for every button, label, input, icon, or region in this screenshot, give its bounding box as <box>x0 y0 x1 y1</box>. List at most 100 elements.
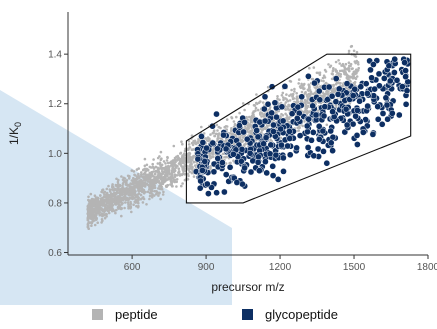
peptide-point <box>337 59 340 62</box>
peptide-point <box>349 62 353 66</box>
peptide-point <box>188 146 191 149</box>
peptide-point <box>329 64 333 68</box>
peptide-point <box>229 129 233 133</box>
peptide-point <box>160 157 163 160</box>
peptide-point <box>93 200 96 203</box>
peptide-point <box>125 183 129 187</box>
peptide-point <box>109 204 112 208</box>
peptide-point <box>243 108 246 112</box>
glycopeptide-point <box>316 96 324 104</box>
glycopeptide-point <box>270 121 277 129</box>
peptide-point <box>133 188 136 191</box>
glycopeptide-point <box>343 121 351 129</box>
glycopeptide-point <box>196 184 204 192</box>
peptide-point <box>304 90 307 94</box>
peptide-point <box>357 66 361 70</box>
glycopeptide-point <box>241 164 248 172</box>
peptide-point <box>129 192 132 196</box>
peptide-point <box>159 197 162 201</box>
peptide-point <box>97 208 101 212</box>
peptide-point <box>105 193 108 196</box>
peptide-point <box>299 86 303 90</box>
peptide-point <box>332 89 336 92</box>
glycopeptide-point <box>379 110 387 117</box>
glycopeptide-point <box>388 109 396 117</box>
glycopeptide-point <box>213 189 220 197</box>
peptide-point <box>180 155 184 159</box>
peptide-point <box>89 217 92 220</box>
peptide-point <box>137 172 140 176</box>
peptide-point <box>93 223 97 227</box>
glycopeptide-point <box>349 120 357 128</box>
peptide-point <box>347 61 351 64</box>
peptide-point <box>286 105 289 109</box>
peptide-point <box>123 206 126 210</box>
peptide-point <box>127 207 130 210</box>
glycopeptide-point <box>308 136 315 144</box>
peptide-point <box>321 76 325 80</box>
glycopeptide-point <box>353 132 361 139</box>
peptide-point <box>130 169 134 172</box>
peptide-point <box>164 184 168 188</box>
glycopeptide-point <box>194 155 202 163</box>
peptide-point <box>308 66 311 70</box>
peptide-point <box>105 213 108 216</box>
glycopeptide-point <box>298 93 306 101</box>
glycopeptide-point <box>198 133 205 140</box>
peptide-point <box>116 196 119 199</box>
glycopeptide-point <box>362 80 370 88</box>
peptide-point <box>87 213 91 216</box>
peptide-point <box>133 190 136 193</box>
y-axis-ticks: 0.6 0.8 1.0 1.2 1.4 <box>48 50 68 259</box>
glycopeptide-point <box>199 167 206 174</box>
peptide-point <box>349 75 352 79</box>
peptide-point <box>190 148 194 151</box>
peptide-point <box>175 185 178 188</box>
y-tick-label: 0.6 <box>48 248 62 259</box>
peptide-point <box>114 198 117 201</box>
peptide-point <box>166 156 169 160</box>
peptide-point <box>143 157 147 161</box>
peptide-point <box>308 84 311 88</box>
y-tick-label: 1.0 <box>48 149 62 160</box>
peptide-point <box>215 123 219 127</box>
peptide-point <box>252 113 255 116</box>
legend-label-peptide: peptide <box>115 307 158 322</box>
peptide-point <box>259 113 262 116</box>
glycopeptide-point <box>371 85 378 93</box>
glycopeptide-point <box>260 140 267 148</box>
peptide-point <box>221 152 225 156</box>
glycopeptide-point <box>280 168 287 175</box>
peptide-point <box>103 210 106 213</box>
glycopeptide-point <box>370 61 377 68</box>
glycopeptide-point <box>364 102 371 110</box>
peptide-point <box>107 200 111 204</box>
peptide-point <box>319 94 323 98</box>
glycopeptide-point <box>332 75 340 82</box>
peptide-point <box>153 184 156 188</box>
peptide-point <box>175 155 178 159</box>
glycopeptide-point <box>293 115 301 122</box>
glycopeptide-point <box>385 62 393 70</box>
x-axis-ticks: 600 900 1200 1500 1800 <box>124 255 437 273</box>
peptide-point <box>164 176 167 179</box>
peptide-point <box>209 156 212 159</box>
peptide-point <box>155 191 159 195</box>
glycopeptide-point <box>261 117 269 125</box>
peptide-point <box>186 172 190 176</box>
peptide-point <box>186 148 190 151</box>
glycopeptide-point <box>323 159 331 167</box>
glycopeptide-point <box>304 144 312 151</box>
glycopeptide-point <box>380 75 388 82</box>
peptide-point <box>105 206 108 210</box>
peptide-point <box>192 175 196 178</box>
glycopeptide-point <box>401 59 408 66</box>
peptide-point <box>181 167 184 171</box>
peptide-point <box>113 209 116 213</box>
peptide-point <box>355 68 358 71</box>
peptide-point <box>142 197 146 201</box>
peptide-point <box>342 70 346 73</box>
peptide-point <box>179 157 183 161</box>
peptide-point <box>158 184 162 187</box>
peptide-point <box>153 189 157 193</box>
